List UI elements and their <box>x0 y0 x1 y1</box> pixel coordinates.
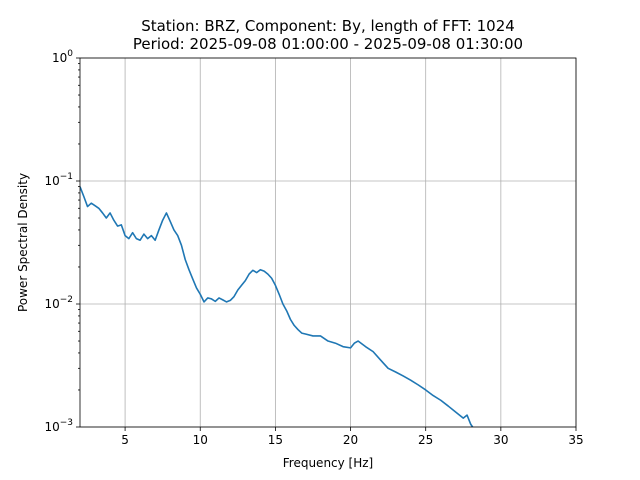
y-tick-label: 10−3 <box>44 418 73 434</box>
y-tick-label: 10−2 <box>44 295 73 311</box>
x-tick-label: 30 <box>493 433 508 447</box>
plot-frame <box>79 57 577 428</box>
y-axis-ticks: 10−3 10−2 10−1 100 <box>44 49 80 434</box>
x-tick-label: 5 <box>121 433 129 447</box>
x-axis-label: Frequency [Hz] <box>283 456 374 470</box>
y-tick-label: 100 <box>52 49 73 65</box>
y-axis-label: Power Spectral Density <box>16 173 30 312</box>
x-tick-label: 10 <box>193 433 208 447</box>
chart-title-line-1: Station: BRZ, Component: By, length of F… <box>141 17 515 35</box>
x-tick-label: 15 <box>268 433 283 447</box>
x-axis-ticks: 5 10 15 20 25 30 35 <box>121 427 584 447</box>
line-layer <box>80 186 474 427</box>
x-tick-label: 35 <box>568 433 583 447</box>
x-tick-label: 25 <box>418 433 433 447</box>
y-tick-label: 10−1 <box>44 172 73 188</box>
chart-title-line-2: Period: 2025-09-08 01:00:00 - 2025-09-08… <box>133 35 523 53</box>
psd-series-line <box>80 186 474 427</box>
x-tick-label: 20 <box>343 433 358 447</box>
